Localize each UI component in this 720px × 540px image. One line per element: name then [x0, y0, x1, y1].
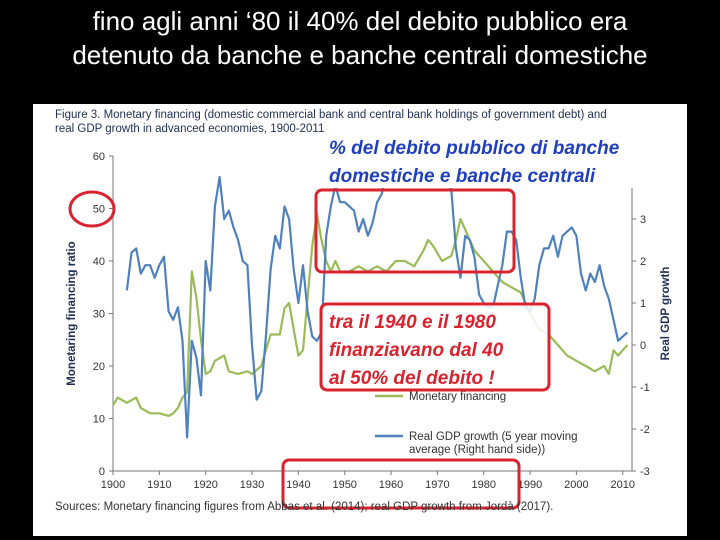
figure-panel: Figure 3. Monetary financing (domestic c… [33, 104, 687, 536]
annotation-overlay: % del debito pubblico di banche domestich… [68, 132, 665, 510]
slide-title-line2: detenuto da banche e banche centrali dom… [72, 40, 648, 70]
slide-title: fino agli anni ‘80 il 40% del debito pub… [0, 4, 720, 72]
y-axis-title: Monetaring financing ratio [66, 241, 78, 385]
x-tick-label: 1970 [425, 479, 449, 491]
top-annotation-line1: % del debito pubblico di banche [329, 138, 620, 159]
top-annotation-bg [325, 132, 665, 188]
x-tick-label: 2010 [610, 479, 634, 491]
chart-axes: 1900 1910 1920 1930 1940 1950 1960 1970 1980 1990… [66, 151, 672, 491]
x-tick-label: 1910 [147, 479, 171, 491]
x-tick-label: 1930 [240, 479, 264, 491]
chart-lines [112, 159, 629, 439]
legend-label-monetary: Monetary financing [409, 391, 506, 403]
y2-axis-title: Real GDP growth [660, 267, 672, 361]
figure-source: Sources: Monetary financing figures from… [55, 501, 554, 513]
box-comment [319, 302, 551, 392]
y-tick-label: 0 [99, 466, 105, 478]
x-tick-label: 1980 [471, 479, 495, 491]
circle-50-highlight [68, 190, 116, 228]
mid-annotation-line1: tra il 1940 e il 1980 [329, 312, 496, 333]
y-tick-label: 60 [93, 151, 105, 163]
y-tick-label: 50 [93, 204, 105, 216]
y-tick-label: 20 [93, 361, 105, 373]
x-tick-label: 1990 [518, 479, 542, 491]
slide-title-line1: fino agli anni ‘80 il 40% del debito pub… [92, 6, 628, 36]
y-tick-label: 10 [93, 414, 105, 426]
mid-annotation-line2: finanziavano dal 40 [329, 340, 504, 361]
box-years-highlight [281, 458, 521, 510]
real-gdp-growth-line [125, 159, 629, 439]
y2-tick-label: 2 [640, 256, 646, 268]
y-tick-label: 40 [93, 256, 105, 268]
y2-tick-label: -1 [640, 382, 650, 394]
legend-label-gdp: Real GDP growth (5 year moving average (R… [409, 431, 578, 456]
x-tick-label: 2000 [564, 479, 588, 491]
y-tick-label: 30 [93, 309, 105, 321]
top-annotation-line2: domestiche e banche centrali [329, 166, 596, 187]
chart-legend: Monetary financing Real GDP growth (5 yea… [375, 391, 578, 456]
box-1940-1980-highlight [314, 188, 516, 274]
x-tick-label: 1960 [379, 479, 403, 491]
mid-annotation-line3: al 50% del debito ! [329, 368, 495, 389]
y2-tick-label: -2 [640, 424, 650, 436]
y2-tick-label: 0 [640, 340, 646, 352]
x-tick-label: 1920 [193, 479, 217, 491]
x-tick-label: 1940 [286, 479, 310, 491]
x-tick-label: 1900 [101, 479, 125, 491]
line-chart: 1900 1910 1920 1930 1940 1950 1960 1970 1980 1990… [66, 132, 672, 510]
figure-caption-line1: Figure 3. Monetary financing (domestic c… [55, 109, 607, 121]
y2-tick-label: -3 [640, 466, 650, 478]
x-tick-label: 1950 [332, 479, 356, 491]
figure-caption-line2: real GDP growth in advanced economies, 1… [55, 123, 325, 135]
y2-tick-label: 3 [640, 214, 646, 226]
y2-tick-label: 1 [640, 298, 646, 310]
figure-caption: Figure 3. Monetary financing (domestic c… [55, 108, 607, 136]
